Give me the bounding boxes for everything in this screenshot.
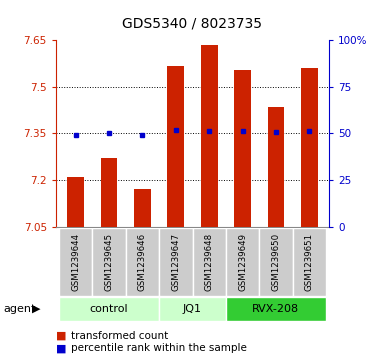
Bar — [301, 68, 318, 227]
Text: agent: agent — [4, 304, 36, 314]
Bar — [234, 70, 251, 227]
Bar — [67, 177, 84, 227]
Text: control: control — [90, 304, 129, 314]
Text: GSM1239648: GSM1239648 — [205, 233, 214, 291]
Text: ■: ■ — [56, 331, 66, 341]
Bar — [92, 228, 126, 296]
Bar — [59, 228, 92, 296]
Bar — [59, 297, 159, 321]
Bar — [159, 297, 226, 321]
Text: GSM1239647: GSM1239647 — [171, 233, 180, 291]
Bar — [167, 66, 184, 227]
Bar — [192, 228, 226, 296]
Bar — [226, 297, 326, 321]
Text: transformed count: transformed count — [71, 331, 169, 341]
Text: GSM1239649: GSM1239649 — [238, 233, 247, 291]
Text: GSM1239644: GSM1239644 — [71, 233, 80, 291]
Bar — [293, 228, 326, 296]
Text: ▶: ▶ — [32, 304, 40, 314]
Text: GSM1239645: GSM1239645 — [105, 233, 114, 291]
Text: GDS5340 / 8023735: GDS5340 / 8023735 — [122, 16, 263, 30]
Bar — [268, 107, 284, 227]
Bar — [226, 228, 259, 296]
Bar — [126, 228, 159, 296]
Text: GSM1239646: GSM1239646 — [138, 233, 147, 291]
Text: GSM1239650: GSM1239650 — [271, 233, 280, 291]
Text: JQ1: JQ1 — [183, 304, 202, 314]
Bar — [101, 158, 117, 227]
Bar — [259, 228, 293, 296]
Bar — [201, 45, 218, 227]
Bar — [159, 228, 192, 296]
Text: percentile rank within the sample: percentile rank within the sample — [71, 343, 247, 354]
Bar — [134, 189, 151, 227]
Text: GSM1239651: GSM1239651 — [305, 233, 314, 291]
Text: RVX-208: RVX-208 — [252, 304, 300, 314]
Text: ■: ■ — [56, 343, 66, 354]
